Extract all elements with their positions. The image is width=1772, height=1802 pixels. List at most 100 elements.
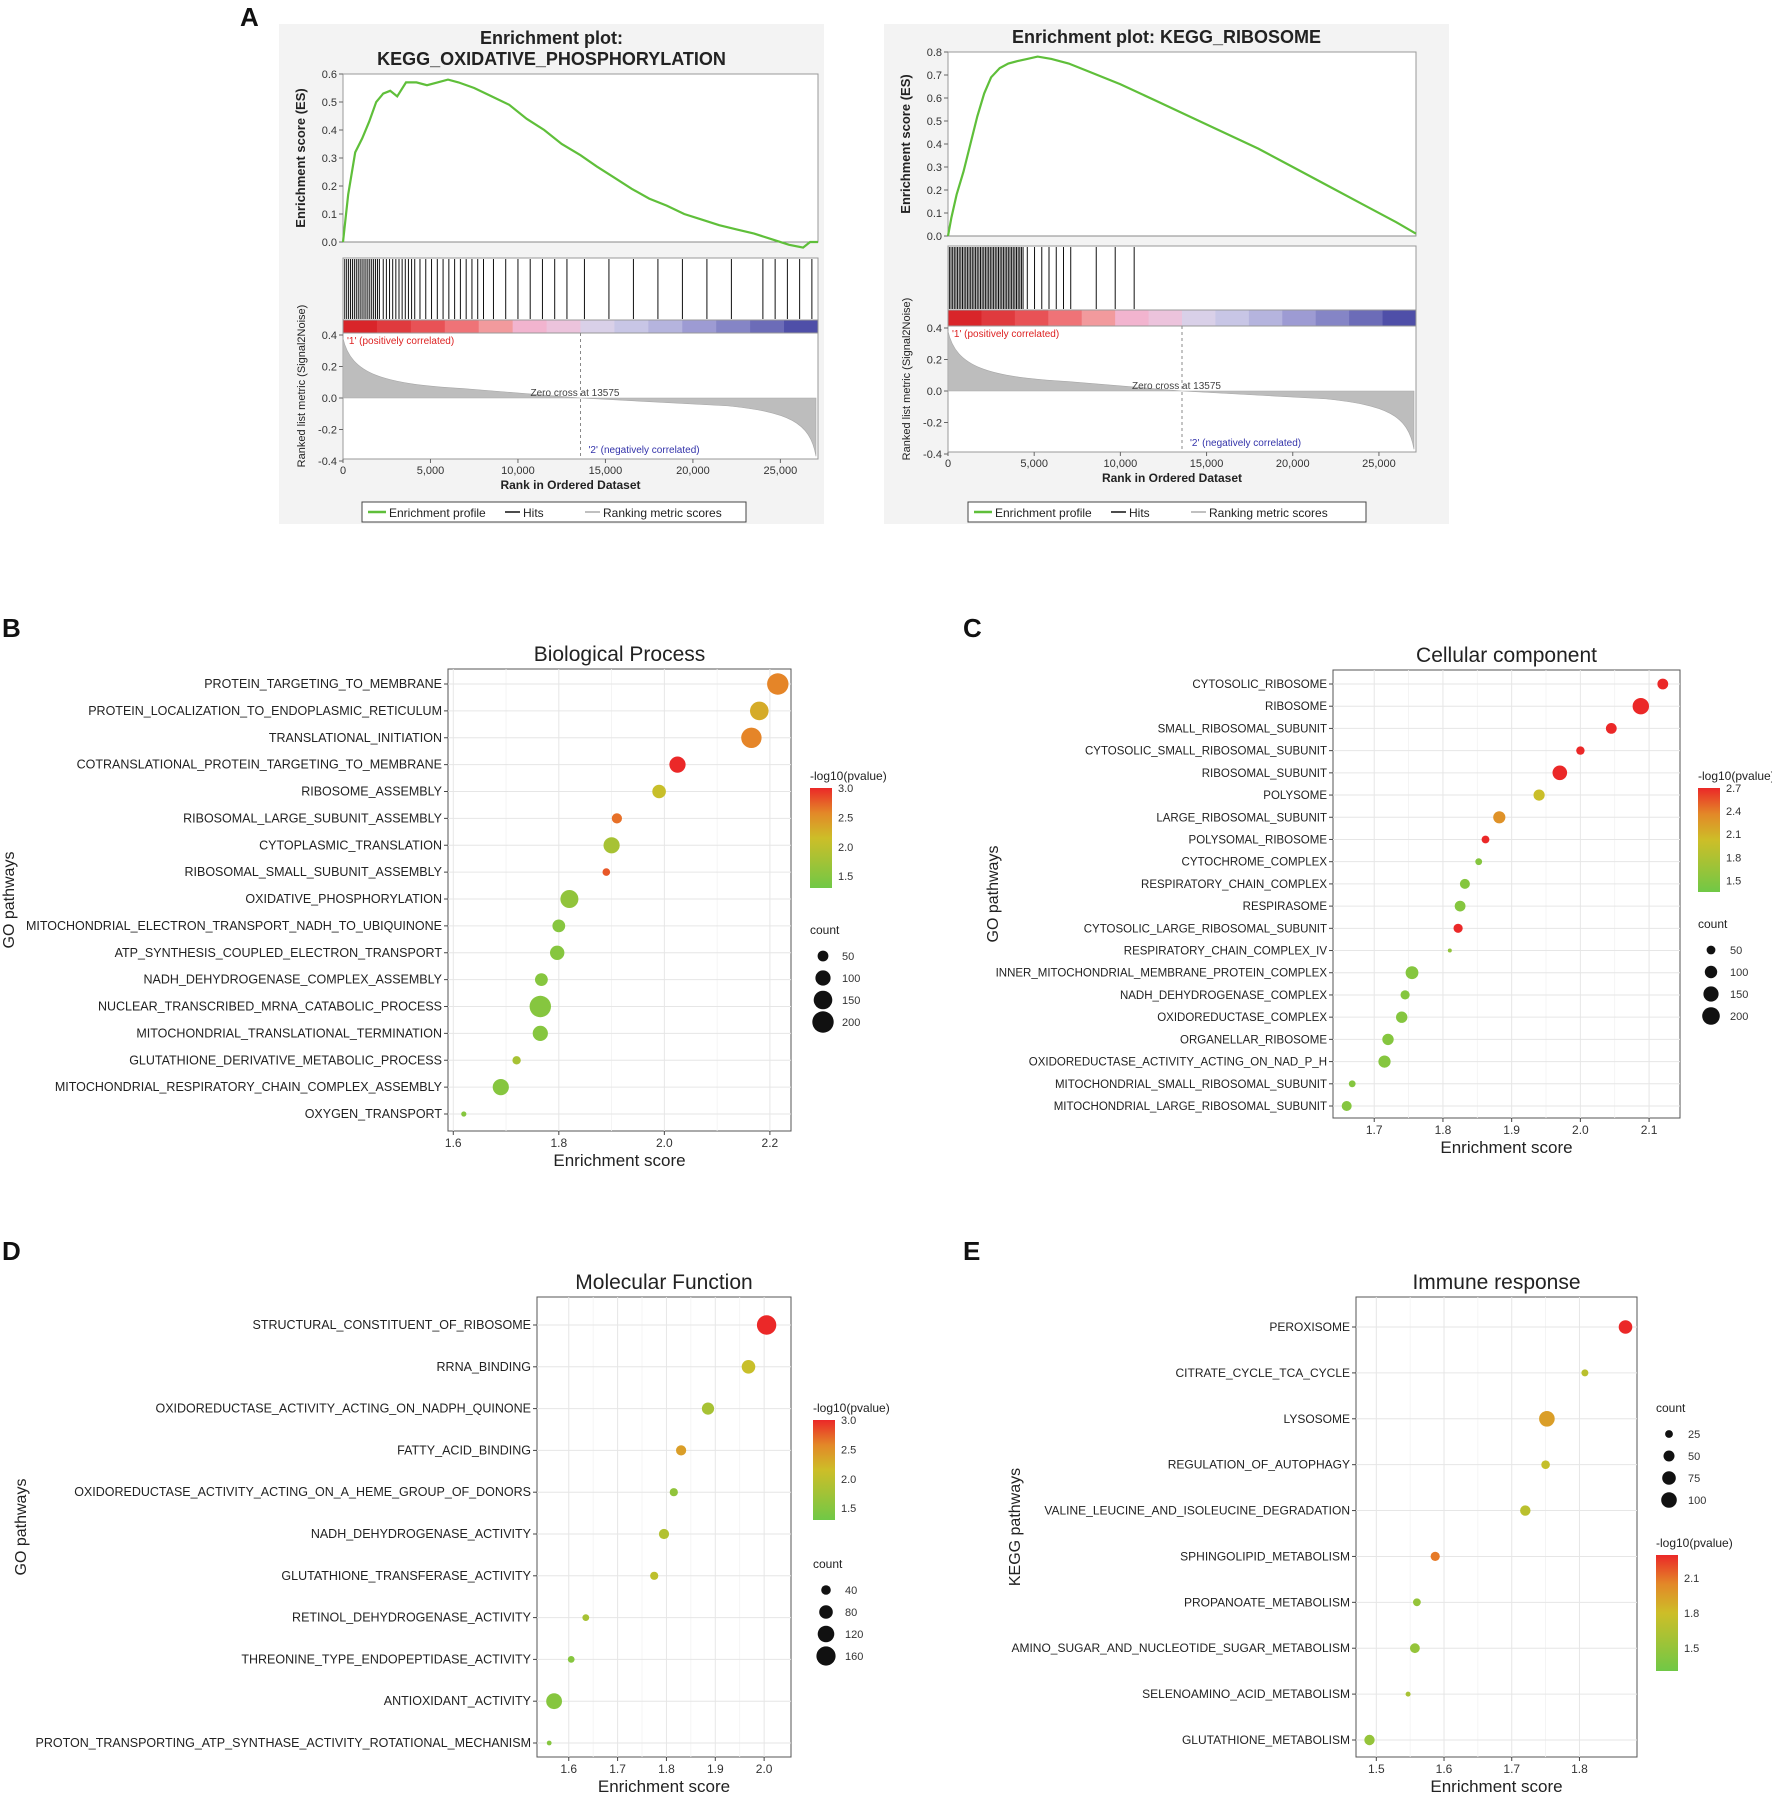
- kegg-category-label: PROPANOATE_METABOLISM: [1184, 1595, 1350, 1609]
- cc-size-legend-label: 150: [1730, 989, 1748, 1001]
- mf-plot-frame: [536, 1296, 792, 1758]
- bp-title: Biological Process: [534, 643, 706, 666]
- gsea1-title: Enrichment plot:: [480, 28, 623, 48]
- kegg-xtick-label: 1.6: [1436, 1762, 1453, 1776]
- gsea1-rank-color: [478, 320, 514, 333]
- gsea1-xtick-label: 0: [340, 465, 346, 477]
- kegg-category-label: AMINO_SUGAR_AND_NUCLEOTIDE_SUGAR_METABOL…: [1011, 1641, 1350, 1655]
- cc-xtick-label: 1.7: [1366, 1123, 1383, 1137]
- gsea1-ytick-label: 0.4: [322, 125, 337, 137]
- cc-xlabel: Enrichment score: [1440, 1138, 1572, 1157]
- mf-point: [658, 1528, 670, 1540]
- cc-point: [1493, 811, 1506, 824]
- bp-category-label: GLUTATHIONE_DERIVATIVE_METABOLIC_PROCESS: [129, 1053, 442, 1067]
- mf-size-legend-label: 160: [845, 1651, 863, 1663]
- cc-size-legend-dot: [1704, 965, 1718, 979]
- gsea1-zero-cross-label: Zero cross at 13575: [531, 388, 620, 399]
- bp-xtick-label: 2.2: [762, 1136, 779, 1150]
- bp-point: [492, 1079, 509, 1096]
- gsea1-xtick-label: 15,000: [589, 465, 623, 477]
- bp-category-label: MITOCHONDRIAL_ELECTRON_TRANSPORT_NADH_TO…: [26, 919, 442, 933]
- gsea1-es-line: [341, 78, 818, 249]
- bp-point: [741, 727, 762, 748]
- gsea1-rank-color: [716, 320, 751, 333]
- gsea1-xtick-label: 20,000: [676, 465, 710, 477]
- kegg-size-legend-dot: [1662, 1471, 1676, 1485]
- gsea1-rank-color: [682, 320, 717, 333]
- cc-category-label: RESPIRATORY_CHAIN_COMPLEX_IV: [1124, 946, 1328, 958]
- cc-category-label: MITOCHONDRIAL_SMALL_RIBOSOMAL_SUBUNIT: [1055, 1079, 1327, 1091]
- cc-ylabel: GO pathways: [985, 846, 1002, 943]
- mf-size-legend-dot: [817, 1625, 835, 1643]
- bp-category-label: ATP_SYNTHESIS_COUPLED_ELECTRON_TRANSPORT: [115, 946, 443, 960]
- mf-point: [701, 1402, 715, 1415]
- mf-color-bar: [813, 1420, 835, 1520]
- gsea1-rank-color: [750, 320, 785, 333]
- bp-color-legend-title: -log10(pvalue): [810, 769, 887, 783]
- bp-point: [560, 890, 579, 908]
- gsea2-ytick-label: 0.2: [927, 185, 942, 197]
- bp-size-legend-dot: [815, 970, 831, 986]
- bp-size-legend-label: 100: [842, 973, 860, 985]
- cc-point: [1475, 858, 1483, 866]
- cc-category-label: POLYSOME: [1263, 790, 1327, 802]
- gsea2-legend-metric: Ranking metric scores: [1209, 506, 1328, 520]
- gsea1-ylabel: Enrichment score (ES): [293, 88, 308, 227]
- kegg-color-legend-title: -log10(pvalue): [1656, 1536, 1733, 1550]
- bp-size-legend-label: 200: [842, 1017, 860, 1029]
- gsea1-ytick-label: 0.0: [322, 237, 337, 249]
- gsea2-ytick-label: 0.4: [927, 139, 942, 151]
- kegg-category-label: CITRATE_CYCLE_TCA_CYCLE: [1176, 1366, 1351, 1380]
- cc-color-tick-label: 1.8: [1726, 852, 1741, 864]
- gsea1-metric-ytick-label: -0.2: [318, 425, 337, 437]
- gsea2-rank-color: [1148, 310, 1183, 326]
- cc-size-legend-dot: [1706, 945, 1716, 955]
- panel-label-b: B: [2, 613, 21, 643]
- mf-point: [567, 1656, 575, 1663]
- cc-point: [1576, 746, 1585, 755]
- bp-xtick-label: 2.0: [656, 1136, 673, 1150]
- mf-size-legend-dot: [819, 1605, 833, 1619]
- bp-category-label: COTRANSLATIONAL_PROTEIN_TARGETING_TO_MEM…: [77, 758, 442, 772]
- gsea1-metric-ytick-label: 0.0: [322, 393, 337, 405]
- gsea1-rank-color: [784, 320, 819, 333]
- gsea1-ylabel-2: Ranked list metric (Signal2Noise): [296, 305, 308, 468]
- gsea2-legend-hits: Hits: [1129, 506, 1150, 520]
- gsea2-ytick-label: 0.1: [927, 208, 942, 220]
- gsea2-rank-color: [1248, 310, 1283, 326]
- bp-color-tick-label: 2.5: [838, 812, 853, 824]
- cc-category-label: CYTOSOLIC_SMALL_RIBOSOMAL_SUBUNIT: [1085, 746, 1327, 758]
- cc-point: [1396, 1011, 1408, 1023]
- cc-category-label: CYTOSOLIC_LARGE_RIBOSOMAL_SUBUNIT: [1084, 923, 1327, 935]
- cc-category-label: LARGE_RIBOSOMAL_SUBUNIT: [1156, 812, 1327, 824]
- gsea2-ytick-label: 0.5: [927, 116, 942, 128]
- mf-category-label: NADH_DEHYDROGENASE_ACTIVITY: [311, 1527, 532, 1541]
- kegg-category-label: GLUTATHIONE_METABOLISM: [1182, 1733, 1350, 1747]
- kegg-size-legend-dot: [1665, 1430, 1673, 1438]
- bp-category-label: NADH_DEHYDROGENASE_COMPLEX_ASSEMBLY: [144, 973, 443, 987]
- bp-plot-frame: [447, 668, 792, 1132]
- bp-size-legend-label: 150: [842, 995, 860, 1007]
- bp-point: [602, 868, 611, 876]
- bp-point: [552, 919, 566, 933]
- mf-category-label: STRUCTURAL_CONSTITUENT_OF_RIBOSOME: [252, 1318, 531, 1332]
- cc-point: [1453, 923, 1463, 933]
- mf-xtick-label: 1.7: [609, 1762, 626, 1776]
- gsea2-hits-frame: [947, 245, 1417, 311]
- cc-color-tick-label: 1.5: [1726, 875, 1741, 887]
- kegg-size-legend-dot: [1663, 1450, 1675, 1462]
- kegg-point: [1539, 1411, 1555, 1427]
- cc-point: [1447, 948, 1452, 953]
- gsea1-title-2: KEGG_OXIDATIVE_PHOSPHORYLATION: [377, 49, 726, 69]
- bp-xlabel: Enrichment score: [553, 1151, 685, 1170]
- gsea1-legend-hits: Hits: [523, 506, 544, 520]
- cc-xtick-label: 2.1: [1641, 1123, 1658, 1137]
- gsea1-rank-color: [343, 320, 378, 333]
- gsea2-metric-ytick-label: 0.2: [927, 355, 942, 367]
- mf-size-legend-label: 80: [845, 1607, 857, 1619]
- bp-category-label: OXIDATIVE_PHOSPHORYLATION: [245, 892, 442, 906]
- mf-xtick-label: 1.6: [560, 1762, 577, 1776]
- mf-size-legend-label: 120: [845, 1629, 863, 1641]
- cc-category-label: ORGANELLAR_RIBOSOME: [1180, 1034, 1327, 1046]
- mf-category-label: FATTY_ACID_BINDING: [397, 1443, 531, 1457]
